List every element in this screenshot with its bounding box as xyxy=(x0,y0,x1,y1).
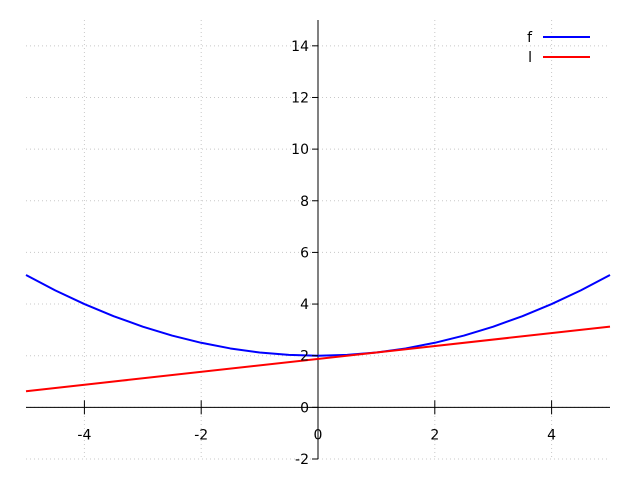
legend-label-l: l xyxy=(528,50,532,66)
legend: fl xyxy=(527,30,590,66)
legend-label-f: f xyxy=(527,30,533,46)
x-tick-label: 0 xyxy=(314,427,323,443)
y-tick-label: 0 xyxy=(300,400,309,416)
y-tick-label: 4 xyxy=(300,297,309,313)
x-tick-label: 4 xyxy=(547,427,556,443)
x-tick-label: -2 xyxy=(194,427,208,443)
axes xyxy=(26,20,610,459)
series-line-l xyxy=(25,325,611,393)
y-tick-label: 8 xyxy=(300,194,309,210)
y-tick-label: 12 xyxy=(291,90,309,106)
y-tick-label: 6 xyxy=(300,245,309,261)
ticks: -4 -2 0 2 4 -2 0 2 4 6 8 10 12 14 xyxy=(77,39,556,468)
y-tick-label: 2 xyxy=(300,349,309,365)
x-tick-label: 2 xyxy=(430,427,439,443)
y-tick-label: 10 xyxy=(291,142,309,158)
x-tick-label: -4 xyxy=(77,427,91,443)
y-tick-label: -2 xyxy=(295,452,309,468)
y-tick-label: 14 xyxy=(291,39,309,55)
